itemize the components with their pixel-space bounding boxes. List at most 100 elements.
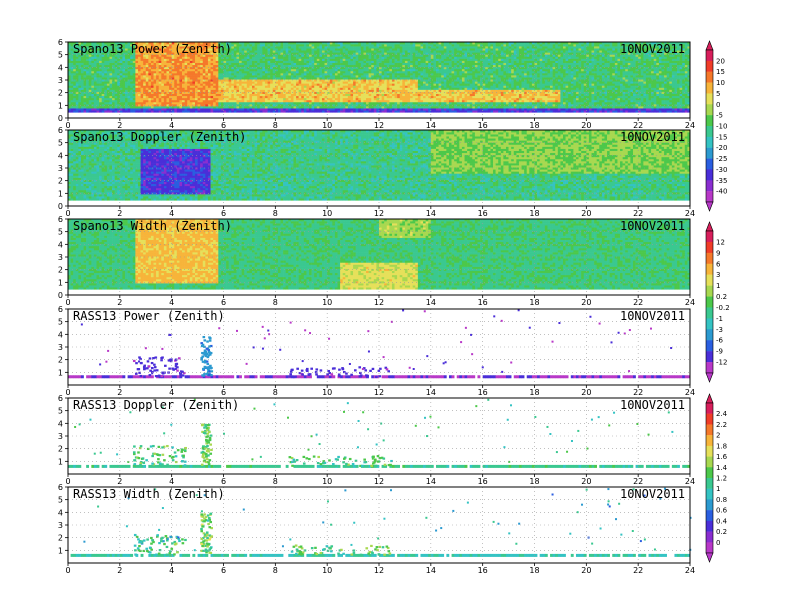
data-cell (229, 73, 232, 75)
data-cell (278, 100, 281, 102)
data-cell (120, 96, 123, 98)
data-cell (218, 110, 221, 112)
data-cell (433, 104, 436, 106)
data-cell (192, 65, 195, 67)
data-cell (312, 59, 315, 61)
data-cell (335, 46, 338, 48)
data-cell (265, 50, 268, 52)
data-cell (306, 100, 309, 102)
data-cell (275, 87, 278, 89)
data-cell (192, 69, 195, 71)
data-cell (187, 100, 190, 102)
data-cell (239, 85, 242, 87)
data-cell (420, 52, 423, 54)
data-cell (109, 71, 112, 73)
data-cell (71, 106, 74, 108)
data-cell (332, 79, 335, 81)
data-cell (270, 73, 273, 75)
data-cell (122, 81, 125, 83)
data-cell (356, 87, 359, 89)
data-cell (270, 52, 273, 54)
data-cell (299, 71, 302, 73)
data-cell (81, 73, 84, 75)
data-cell (423, 46, 426, 48)
data-cell (343, 96, 346, 98)
data-cell (257, 79, 260, 81)
data-cell (231, 69, 234, 71)
data-cell (350, 87, 353, 89)
data-cell (397, 79, 400, 81)
data-cell (369, 87, 372, 89)
data-cell (97, 65, 100, 67)
data-cell (234, 52, 237, 54)
data-cell (363, 56, 366, 58)
data-cell (128, 56, 131, 58)
data-cell (182, 96, 185, 98)
data-cell (154, 87, 157, 89)
data-cell (141, 85, 144, 87)
data-cell (400, 65, 403, 67)
data-cell (169, 96, 172, 98)
data-cell (413, 77, 416, 79)
data-cell (426, 83, 429, 85)
data-cell (343, 56, 346, 58)
data-cell (203, 108, 206, 110)
data-cell (397, 77, 400, 79)
data-cell (395, 104, 398, 106)
data-cell (348, 77, 351, 79)
data-cell (332, 44, 335, 46)
data-cell (363, 75, 366, 77)
data-cell (374, 87, 377, 89)
data-cell (374, 44, 377, 46)
data-cell (192, 108, 195, 110)
data-cell (172, 61, 175, 63)
data-cell (299, 69, 302, 71)
data-cell (363, 77, 366, 79)
data-cell (138, 65, 141, 67)
data-cell (374, 71, 377, 73)
data-cell (125, 69, 128, 71)
data-cell (327, 83, 330, 85)
data-cell (296, 79, 299, 81)
data-cell (389, 63, 392, 65)
data-cell (389, 87, 392, 89)
data-cell (273, 63, 276, 65)
data-cell (86, 96, 89, 98)
data-cell (216, 102, 219, 104)
data-cell (91, 56, 94, 58)
data-cell (322, 61, 325, 63)
data-cell (166, 77, 169, 79)
data-cell (138, 63, 141, 65)
data-cell (161, 65, 164, 67)
data-cell (234, 56, 237, 58)
data-cell (301, 104, 304, 106)
data-cell (91, 79, 94, 81)
data-cell (164, 102, 167, 104)
data-cell (112, 81, 115, 83)
data-cell (312, 100, 315, 102)
data-cell (361, 79, 364, 81)
data-cell (221, 79, 224, 81)
data-cell (81, 81, 84, 83)
data-cell (312, 63, 315, 65)
data-cell (86, 61, 89, 63)
data-cell (397, 59, 400, 61)
data-cell (402, 110, 405, 112)
data-cell (283, 61, 286, 63)
data-cell (415, 83, 418, 85)
data-cell (379, 73, 382, 75)
data-cell (213, 110, 216, 112)
data-cell (301, 92, 304, 94)
data-cell (268, 54, 271, 56)
data-cell (366, 56, 369, 58)
data-cell (286, 61, 289, 63)
data-cell (73, 67, 76, 69)
data-cell (408, 83, 411, 85)
data-cell (428, 63, 431, 65)
data-cell (314, 85, 317, 87)
data-cell (275, 46, 278, 48)
data-cell (229, 69, 232, 71)
data-cell (244, 61, 247, 63)
data-cell (327, 69, 330, 71)
data-cell (273, 75, 276, 77)
